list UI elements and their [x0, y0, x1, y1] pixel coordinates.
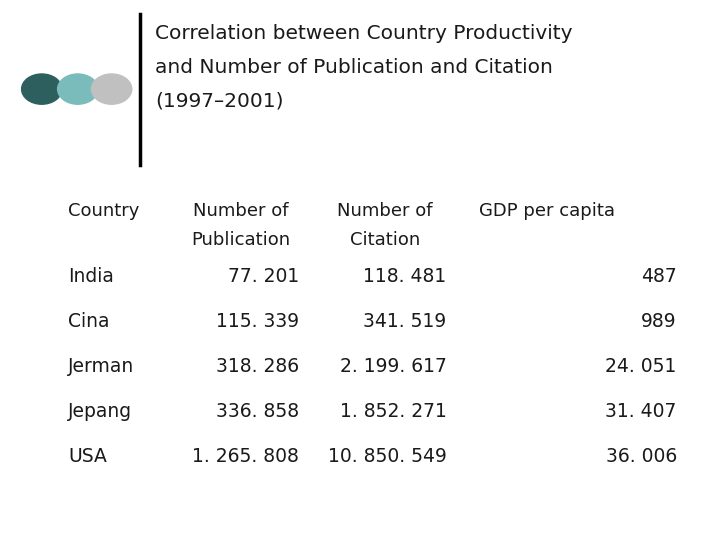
- Text: 1. 265. 808: 1. 265. 808: [192, 447, 299, 465]
- Text: and Number of Publication and Citation: and Number of Publication and Citation: [155, 58, 553, 77]
- Text: Correlation between Country Productivity: Correlation between Country Productivity: [155, 24, 572, 43]
- Text: 318. 286: 318. 286: [216, 357, 299, 376]
- Text: 336. 858: 336. 858: [216, 402, 299, 421]
- Text: India: India: [68, 267, 114, 286]
- Text: 77. 201: 77. 201: [228, 267, 299, 286]
- Text: 487: 487: [641, 267, 677, 286]
- Text: 31. 407: 31. 407: [606, 402, 677, 421]
- Text: 36. 006: 36. 006: [606, 447, 677, 465]
- Text: Citation: Citation: [350, 231, 420, 248]
- Text: 2. 199. 617: 2. 199. 617: [340, 357, 446, 376]
- Text: Number of: Number of: [338, 202, 433, 220]
- Text: Jepang: Jepang: [68, 402, 132, 421]
- Text: Publication: Publication: [192, 231, 291, 248]
- Text: 24. 051: 24. 051: [606, 357, 677, 376]
- Text: GDP per capita: GDP per capita: [480, 202, 615, 220]
- Text: (1997–2001): (1997–2001): [155, 91, 283, 110]
- Text: 989: 989: [642, 312, 677, 331]
- Text: USA: USA: [68, 447, 107, 465]
- Text: Country: Country: [68, 202, 140, 220]
- Text: 10. 850. 549: 10. 850. 549: [328, 447, 446, 465]
- Text: 115. 339: 115. 339: [216, 312, 299, 331]
- Text: 118. 481: 118. 481: [363, 267, 446, 286]
- Text: 1. 852. 271: 1. 852. 271: [340, 402, 446, 421]
- Text: Cina: Cina: [68, 312, 110, 331]
- Text: 341. 519: 341. 519: [363, 312, 446, 331]
- Text: Number of: Number of: [194, 202, 289, 220]
- Text: Jerman: Jerman: [68, 357, 135, 376]
